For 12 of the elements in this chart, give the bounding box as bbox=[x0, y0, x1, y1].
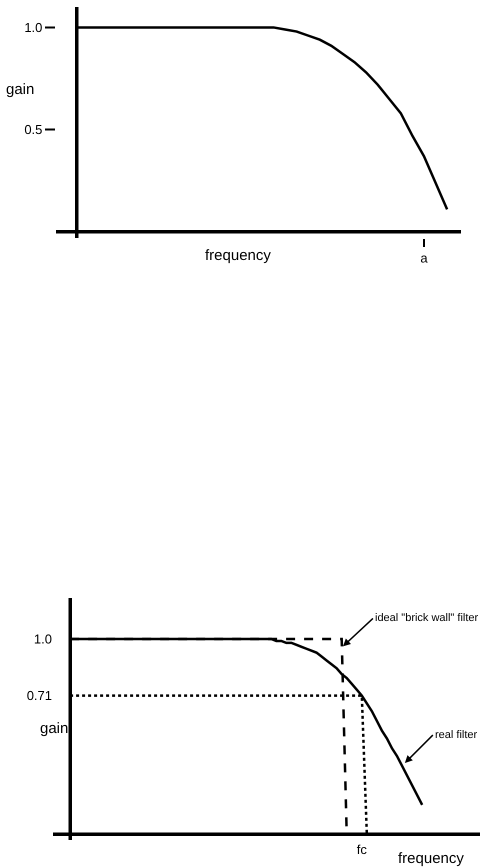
y-tick-label: 0.71 bbox=[26, 688, 52, 704]
annotation: ideal "brick wall" filter bbox=[375, 612, 479, 624]
x-tick-label: a bbox=[420, 250, 428, 266]
y-axis-title: gain bbox=[40, 720, 68, 737]
text: real filter bbox=[435, 729, 478, 741]
y-tick-label: 1.0 bbox=[24, 20, 42, 35]
y-axis-title: gain bbox=[6, 81, 34, 98]
x-axis-title: frequency bbox=[398, 850, 464, 867]
y-tick-label: 1.0 bbox=[34, 632, 52, 647]
x-tick-label: fc bbox=[356, 842, 368, 857]
x-axis-title: frequency bbox=[205, 247, 272, 264]
y-tick-label: 0.5 bbox=[24, 122, 42, 138]
